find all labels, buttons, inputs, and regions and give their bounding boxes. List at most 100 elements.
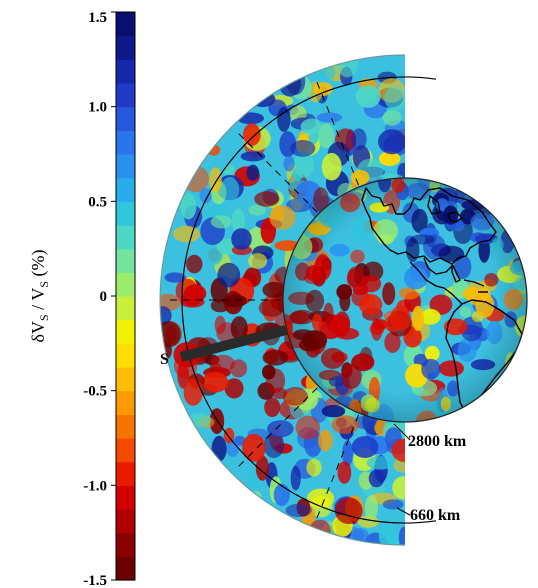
colorbar-tick-label: 1.0 (88, 100, 107, 116)
anomaly-blob (393, 457, 405, 473)
anomaly-blob (222, 294, 248, 308)
anomaly-blob (378, 151, 401, 167)
anomaly-blob (183, 378, 203, 406)
anomaly-blob (354, 415, 377, 430)
colorbar-cell (116, 225, 135, 250)
colorbar-cell (116, 154, 135, 179)
transition-depth-label: 660 km (410, 507, 461, 524)
anomaly-blob (217, 262, 241, 288)
anomaly-blob (248, 204, 266, 216)
anomaly-blob (177, 361, 190, 389)
anomaly-blob (306, 458, 322, 477)
anomaly-blob (334, 497, 363, 524)
anomaly-blob (364, 495, 378, 520)
colorbar-cell (116, 296, 135, 321)
anomaly-blob (300, 118, 322, 135)
colorbar-cell (116, 272, 135, 297)
anomaly-blob (258, 299, 285, 317)
anomaly-blob (209, 167, 222, 193)
colorbar-cell (116, 343, 135, 368)
anomaly-blob (317, 123, 335, 148)
anomaly-blob (231, 228, 252, 250)
anomaly-blob (313, 82, 333, 96)
shell-rim (159, 54, 406, 546)
cmb-depth-label: 2800 km (408, 433, 467, 450)
anomaly-blob (290, 140, 316, 157)
dashed-guide (314, 76, 360, 186)
anomaly-blob (243, 123, 261, 146)
anomaly-blob (318, 64, 336, 81)
anomaly-blob (398, 526, 405, 545)
anomaly-blob (180, 193, 197, 220)
colorbar-cell (116, 201, 135, 226)
anomaly-blob (293, 151, 315, 178)
transition-zone-arc (181, 76, 437, 524)
anomaly-blob (285, 503, 312, 517)
anomaly-blob (263, 432, 285, 459)
anomaly-blob (307, 488, 335, 509)
anomaly-blob (342, 440, 353, 467)
depth-annotations: 2800 km 660 km (393, 423, 467, 524)
colorbar-cell (116, 414, 135, 439)
anomaly-blob (382, 499, 404, 510)
colorbar-cell (116, 485, 135, 510)
anomaly-blob (254, 191, 280, 207)
shell-anomalies (160, 55, 405, 545)
colorbar-tick-label: 0 (100, 289, 108, 305)
colorbar-cell (116, 532, 135, 557)
colorbar-cell (116, 12, 135, 37)
colorbar-tick-label: -1.5 (83, 573, 107, 588)
dashed-guide (234, 129, 318, 213)
anomaly-blob (316, 112, 343, 123)
anomaly-blob (382, 109, 402, 126)
colorbar-cell (116, 509, 135, 534)
anomaly-blob (366, 456, 395, 470)
dashed-guide (314, 414, 360, 524)
anomaly-blob (222, 164, 235, 176)
anomaly-blob (392, 476, 405, 500)
colorbar-tick-label: 0.5 (88, 194, 107, 210)
anomaly-blob (273, 483, 290, 506)
anomaly-blob (282, 387, 308, 406)
anomaly-blob (378, 522, 398, 545)
anomaly-blob (231, 208, 245, 235)
anomaly-blob (321, 152, 342, 181)
colorbar-cell (116, 177, 135, 202)
colorbar-cell (116, 390, 135, 415)
sphere-outline (282, 177, 528, 423)
cmb-leader (393, 423, 411, 441)
anomaly-blob (211, 435, 227, 462)
anomaly-blob (173, 225, 201, 243)
colorbar-tick-label: -1.0 (83, 478, 107, 494)
anomaly-blob (307, 132, 319, 145)
colorbar-cell (116, 130, 135, 155)
anomaly-blob (224, 378, 244, 399)
anomaly-blob (223, 427, 235, 444)
core-mantle-sphere (282, 177, 528, 423)
anomaly-blob (262, 281, 286, 298)
anomaly-blob (246, 164, 260, 181)
colorbar-cell (116, 83, 135, 108)
anomaly-blob (264, 397, 281, 418)
colorbar-cell (116, 367, 135, 392)
anomaly-blob (187, 413, 212, 427)
anomaly-blob (164, 272, 186, 283)
colorbar-cell (116, 438, 135, 463)
anomaly-blob (337, 461, 352, 484)
anomaly-blob (318, 429, 333, 452)
anomaly-blob (331, 415, 360, 435)
slab-label: S (160, 351, 169, 368)
transition-leader (396, 507, 411, 516)
anomaly-blob (262, 349, 289, 366)
anomaly-blob (211, 354, 235, 373)
colorbar-cell (116, 35, 135, 60)
anomaly-blob (248, 253, 268, 269)
anomaly-blob (160, 321, 181, 348)
anomaly-blob (277, 106, 291, 132)
anomaly-blob (313, 187, 329, 212)
colorbar: 1.5 1.0 0.5 0 -0.5 -1.0 -1.5 δVS / VS (%) (28, 10, 136, 588)
anomaly-blob (368, 469, 385, 488)
anomaly-blob (220, 177, 240, 203)
colorbar-title: δVS / VS (%) (28, 249, 51, 342)
